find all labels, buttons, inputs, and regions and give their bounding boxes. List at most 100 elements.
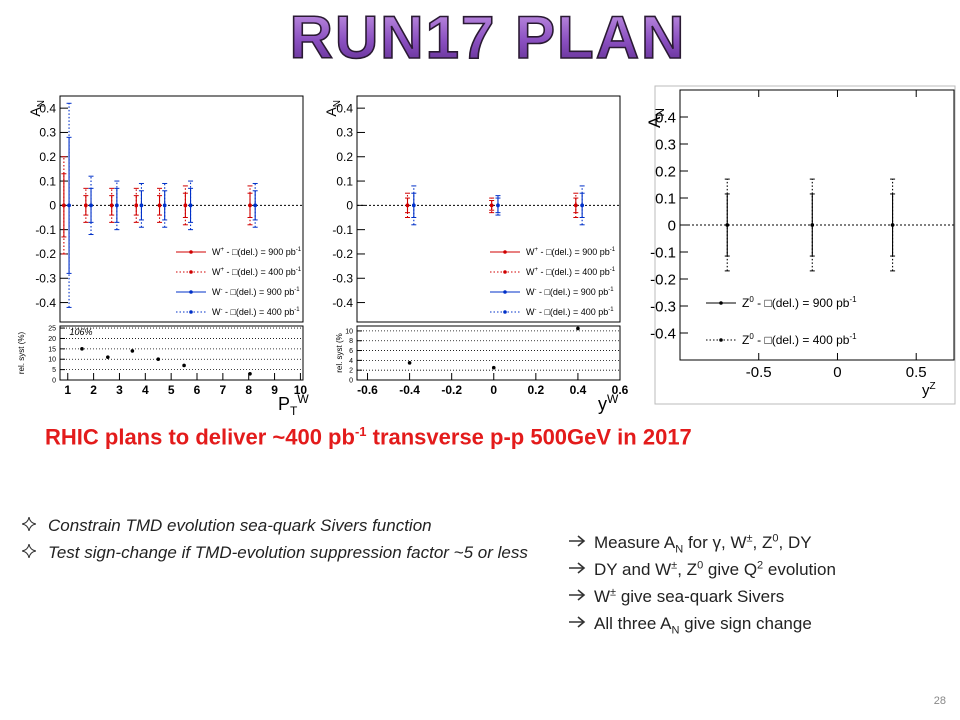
data-point xyxy=(405,203,410,208)
legend-marker xyxy=(503,270,507,274)
y-tick-label: -0.4 xyxy=(35,296,56,310)
syst-point xyxy=(248,371,252,376)
y-axis-label: AN xyxy=(645,108,667,128)
text-part: ± xyxy=(610,586,617,599)
bullet-text: DY and W±, Z0 give Q2 evolution xyxy=(594,560,836,579)
text-part: - □(del.) = 900 pb xyxy=(537,287,609,297)
x-tick-label: 3 xyxy=(116,383,123,397)
text-part: -1 xyxy=(610,247,616,253)
bullet-marker xyxy=(569,589,586,601)
text-part: W xyxy=(526,307,535,317)
data-point xyxy=(496,203,500,208)
x-tick-label: 0 xyxy=(833,364,841,381)
bullet: All three AN give sign change xyxy=(568,610,948,637)
y-tick-label: -0.2 xyxy=(650,271,676,288)
bullet-marker xyxy=(569,535,586,547)
syst-point xyxy=(182,363,186,368)
text-part: -1 xyxy=(849,332,857,341)
text-part: -1 xyxy=(608,287,614,293)
text-part: W xyxy=(212,307,221,317)
y-tick-label: -0.2 xyxy=(35,247,56,261)
text-part: -1 xyxy=(354,424,367,439)
y-tick-label: 0 xyxy=(49,199,56,213)
text-part: 0 xyxy=(749,332,754,341)
text-part: evolution xyxy=(763,560,836,579)
text-part: W xyxy=(526,287,535,297)
text-part: - □(del.) = 400 pb xyxy=(538,267,610,277)
syst-point xyxy=(156,357,161,362)
text-part: -1 xyxy=(296,247,302,253)
y-tick-label: 0.1 xyxy=(39,174,56,188)
syst-frame xyxy=(356,325,621,381)
bullet-text: Test sign-change if TMD-evolution suppre… xyxy=(48,543,528,562)
data-point xyxy=(412,203,416,208)
data-point xyxy=(67,203,71,208)
data-point xyxy=(574,203,578,208)
text-part: 0 xyxy=(772,532,779,545)
y-tick-label: 0.3 xyxy=(655,136,676,153)
text-part: W xyxy=(297,392,309,406)
data-point xyxy=(489,203,494,208)
syst-frame xyxy=(59,325,304,381)
x-tick-label: 9 xyxy=(271,383,278,397)
legend-label: W+ - □(del.) = 900 pb-1 xyxy=(212,247,302,257)
x-axis-label: yZ xyxy=(922,381,936,399)
syst-area xyxy=(407,326,580,370)
syst-axis-label: rel. syst (% xyxy=(335,333,344,373)
text-part: N xyxy=(671,624,680,637)
y-tick-label: 0.1 xyxy=(336,174,353,188)
text-part: give sign change xyxy=(679,614,812,633)
text-part: - xyxy=(535,287,537,293)
x-tick-label: 0 xyxy=(490,383,497,397)
x-tick-label: 0.5 xyxy=(906,364,927,381)
syst-point xyxy=(80,347,84,351)
legend-label: W- - □(del.) = 400 pb-1 xyxy=(526,307,614,317)
y-tick-label: 0.2 xyxy=(336,150,353,164)
y-tick-label: -0.4 xyxy=(332,296,353,310)
bullet: Constrain TMD evolution sea-quark Sivers… xyxy=(22,512,542,539)
text-part: Z xyxy=(930,381,936,392)
value-label: 106% xyxy=(69,327,92,337)
syst-point xyxy=(576,326,580,331)
y-tick-label: 0 xyxy=(668,217,676,234)
legend-marker xyxy=(719,338,723,342)
text-part: for γ, W xyxy=(683,533,747,552)
x-tick-label: -0.4 xyxy=(399,383,420,397)
data-point xyxy=(115,203,119,208)
x-tick-label: 2 xyxy=(90,383,97,397)
data-point xyxy=(162,203,167,208)
legend-label: W+ - □(del.) = 400 pb-1 xyxy=(526,267,616,277)
y-tick-label: -0.2 xyxy=(332,247,353,261)
y-tick-label: -0.3 xyxy=(332,271,353,285)
x-tick-label: 10 xyxy=(294,383,308,397)
x-tick-label: 8 xyxy=(245,383,252,397)
text-part: , DY xyxy=(778,533,812,552)
bullet-marker xyxy=(22,517,36,531)
legend-marker xyxy=(189,310,193,314)
text-part: - xyxy=(535,307,537,313)
y-tick-label: 0 xyxy=(349,378,353,385)
text-part: W xyxy=(594,587,611,606)
text-part: , Z xyxy=(677,560,698,579)
text-part: 0 xyxy=(749,295,754,304)
x-tick-label: 4 xyxy=(142,383,149,397)
legend-label: Z0 - □(del.) = 400 pb-1 xyxy=(742,332,857,347)
text-part: W xyxy=(212,267,221,277)
y-tick-label: 8 xyxy=(349,338,353,345)
x-axis-label: yW xyxy=(598,392,619,414)
x-tick-label: -0.5 xyxy=(746,364,772,381)
syst-point xyxy=(407,361,412,365)
legend-label: W- - □(del.) = 900 pb-1 xyxy=(526,287,614,297)
data-point xyxy=(62,203,66,208)
y-tick-label: -0.1 xyxy=(650,244,676,261)
data-point xyxy=(139,203,144,208)
text-part: + xyxy=(535,247,539,253)
text-part: W xyxy=(212,287,221,297)
data-point xyxy=(134,203,139,208)
text-part: N xyxy=(332,100,343,107)
bullet-text: Measure AN for γ, W±, Z0, DY xyxy=(594,532,812,555)
syst-area xyxy=(80,347,252,376)
text-part: - □(del.) = 900 pb xyxy=(538,247,610,257)
